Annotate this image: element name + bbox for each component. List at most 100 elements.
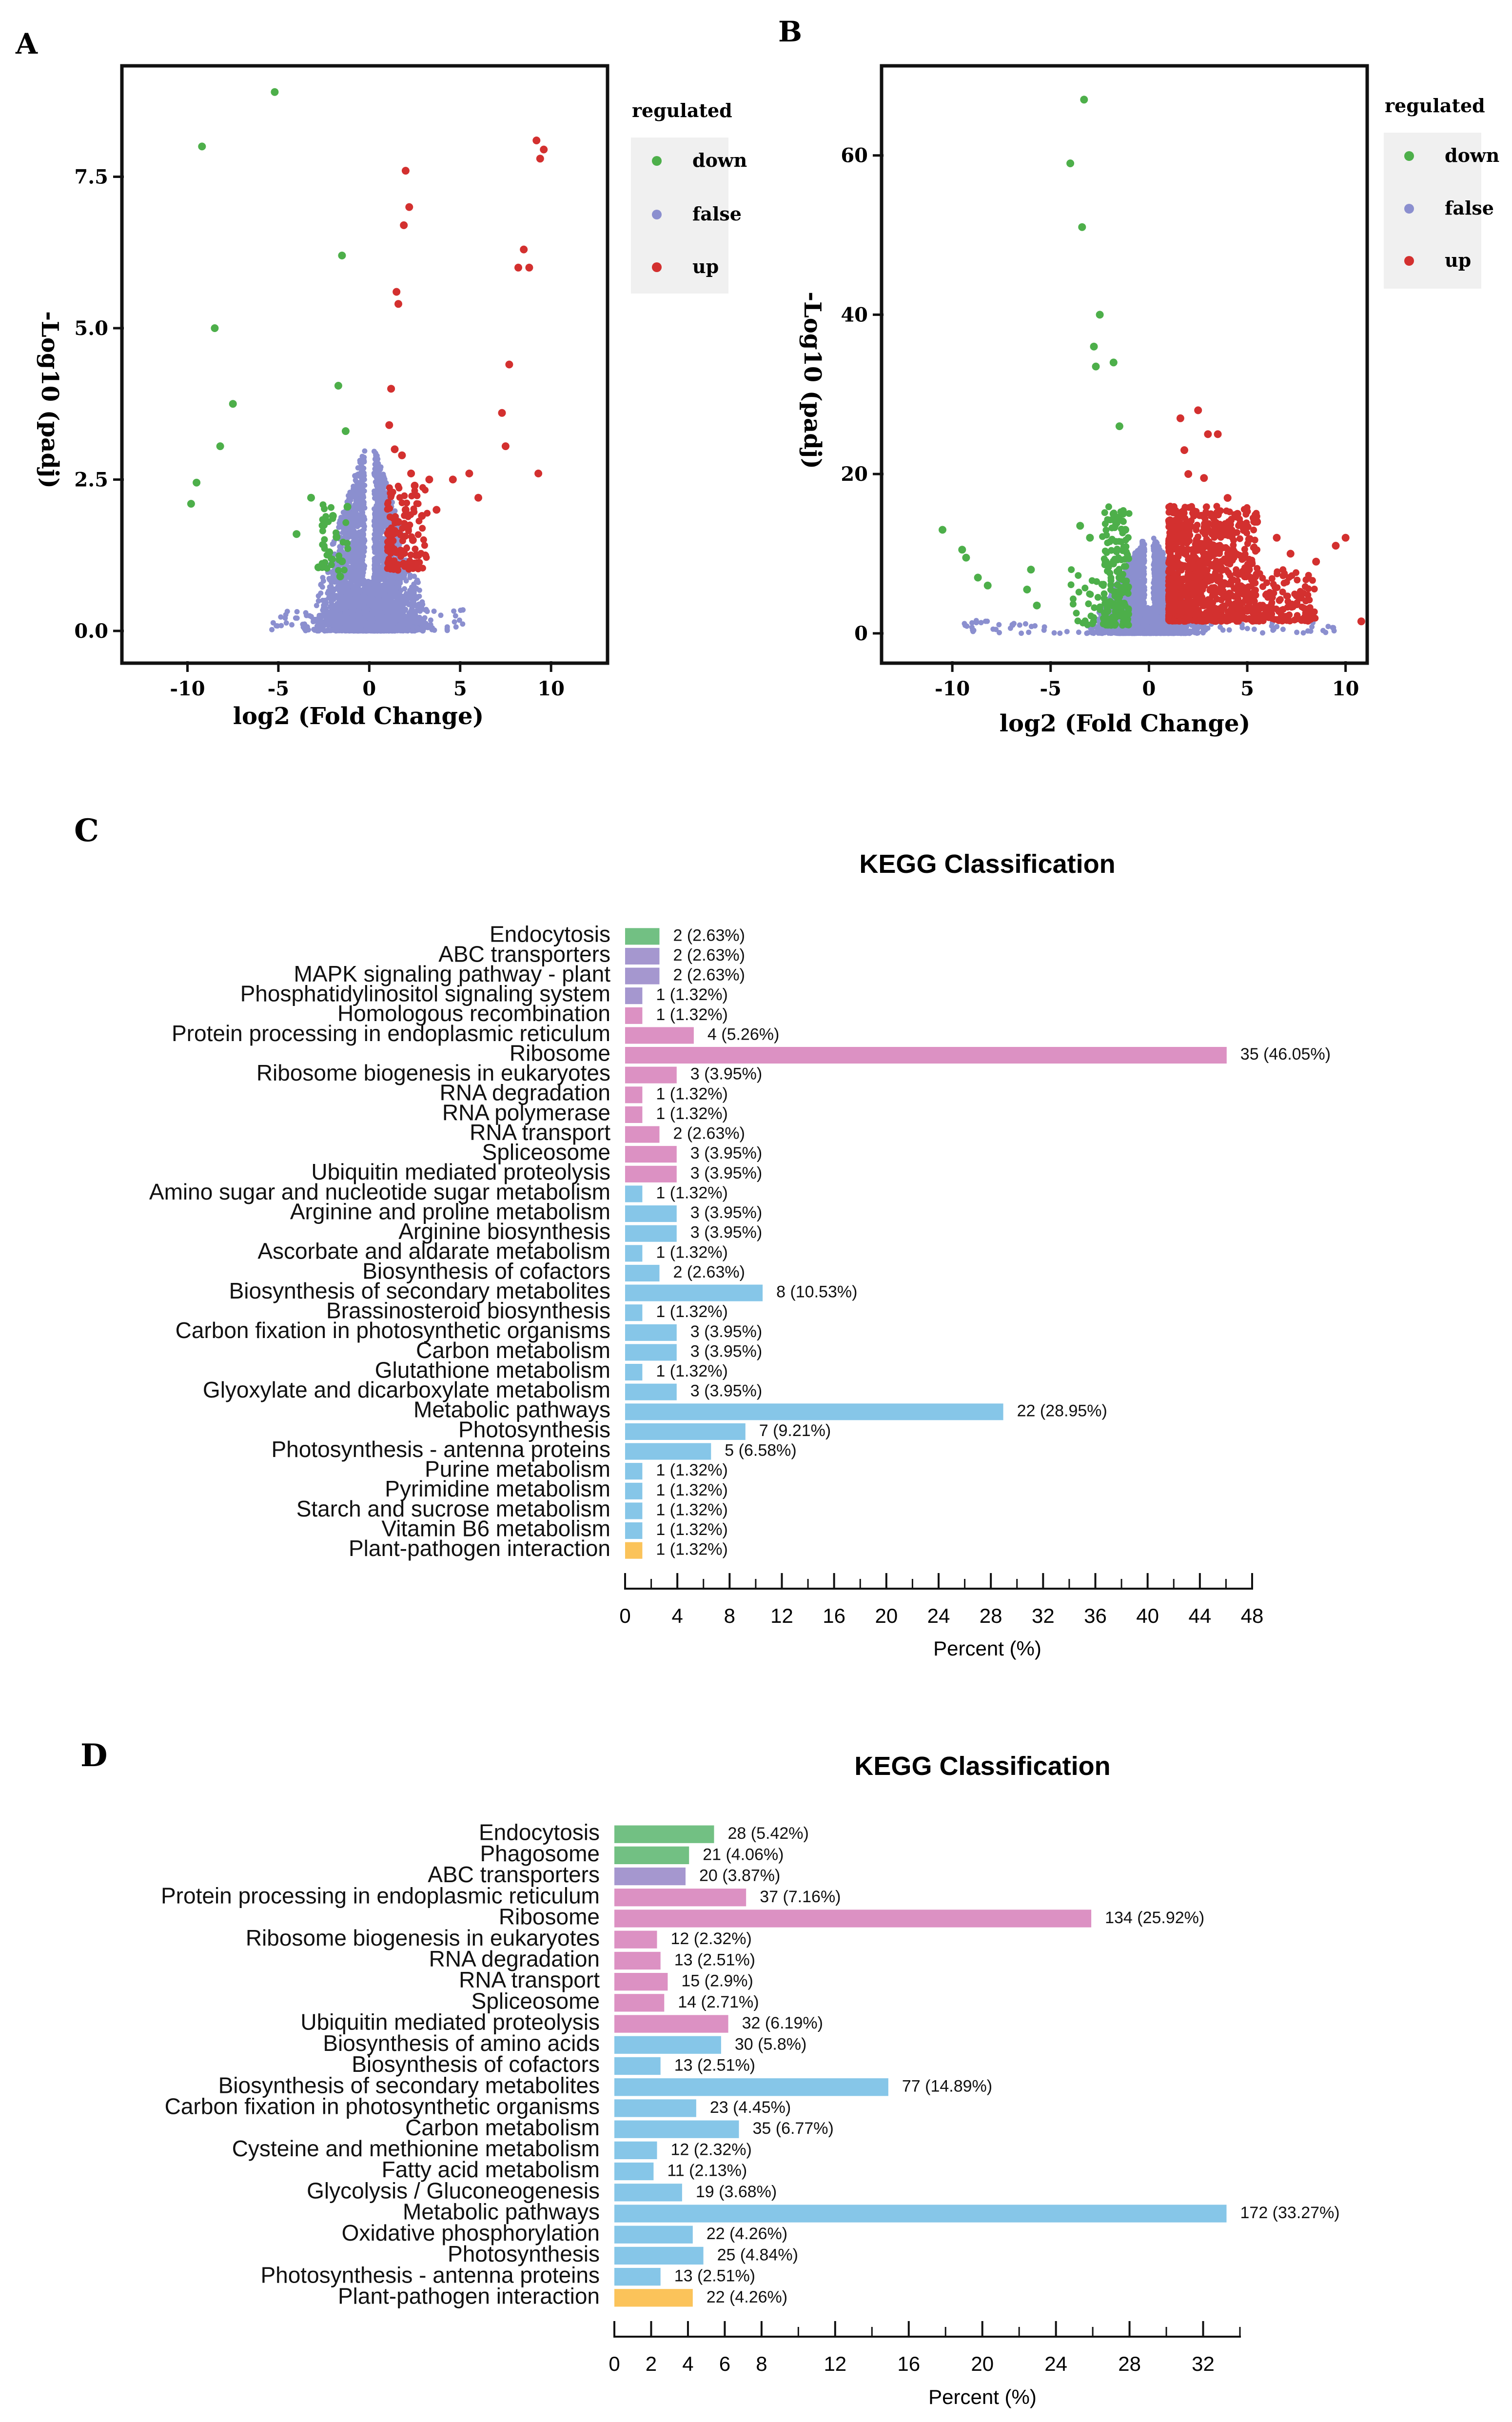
false-point [369,592,375,598]
false-point [414,577,420,583]
legend-dot-down-a [652,156,662,166]
false-point [370,616,376,622]
legend-label-up-a: up [692,256,719,277]
y-tick-label: 5.0 [74,317,108,340]
false-point [412,573,417,579]
up-point [403,499,411,507]
false-point [304,612,310,618]
false-point [375,628,381,634]
false-point [284,609,290,614]
up-point [416,559,423,566]
false-point [344,600,350,606]
up-point [403,560,412,569]
up-point [393,288,401,296]
false-point [365,583,371,589]
up-point [407,470,415,477]
false-point [410,617,416,623]
false-point [422,607,428,613]
false-point [362,448,368,454]
false-point [359,461,364,467]
up-point [425,475,433,484]
legend-title-a: regulated [632,99,732,121]
down-point [338,252,346,259]
y-tick-label: 2.5 [74,468,108,491]
up-point [520,245,528,254]
false-point [405,622,411,628]
up-point [422,487,429,494]
false-point [353,595,358,600]
up-point [412,545,419,552]
up-point [408,492,415,500]
false-point [351,486,356,492]
x-tick-label: -5 [268,677,289,700]
false-point [357,532,363,538]
up-point [418,512,426,520]
false-point [410,628,416,634]
false-point [417,608,423,614]
false-point [384,626,390,632]
false-point [371,580,376,586]
false-point [451,608,457,614]
false-point [378,514,384,520]
false-point [331,592,336,598]
false-point [339,628,345,633]
false-point [283,620,289,626]
up-point [386,505,393,512]
false-point [377,583,383,589]
false-point [438,612,444,618]
false-point [378,576,384,582]
false-point [372,461,378,467]
false-point [278,614,284,620]
down-point [328,504,334,511]
up-point [387,542,395,551]
up-point [407,551,414,559]
false-point [320,607,326,613]
up-point [540,145,548,154]
false-point [460,607,466,613]
false-point [372,587,378,592]
false-point [444,628,450,633]
x-tick-label: 5 [453,677,467,700]
up-point [414,551,422,559]
false-point [349,564,355,570]
false-point [348,591,353,596]
false-point [371,471,377,476]
false-point [352,502,358,508]
down-point [193,478,201,487]
false-point [337,592,343,598]
false-point [456,617,462,623]
false-point [407,572,413,578]
false-point [420,627,426,632]
up-point [401,550,408,557]
x-tick-label: 0 [362,677,376,700]
false-point [326,591,332,597]
false-point [357,483,363,489]
false-point [323,599,329,605]
down-point [211,324,219,332]
up-point [409,536,417,544]
up-point [414,500,422,508]
false-point [343,511,349,517]
false-point [379,612,384,618]
false-point [343,614,349,620]
false-point [372,536,377,542]
false-point [392,628,397,633]
false-point [393,586,398,591]
up-point [404,513,412,520]
false-point [428,617,433,623]
down-point [325,548,334,556]
false-point [315,598,321,604]
up-point [386,484,393,492]
down-point [343,503,352,511]
false-point [390,591,396,597]
legend-a: regulated down false up [631,99,747,294]
false-point [336,524,342,530]
false-point [342,589,348,595]
false-point [340,530,346,535]
false-point [306,627,311,633]
down-point [229,400,237,408]
legend-dot-false-a [652,210,662,219]
up-point [405,203,413,211]
up-point [385,555,393,563]
false-point [356,552,362,558]
